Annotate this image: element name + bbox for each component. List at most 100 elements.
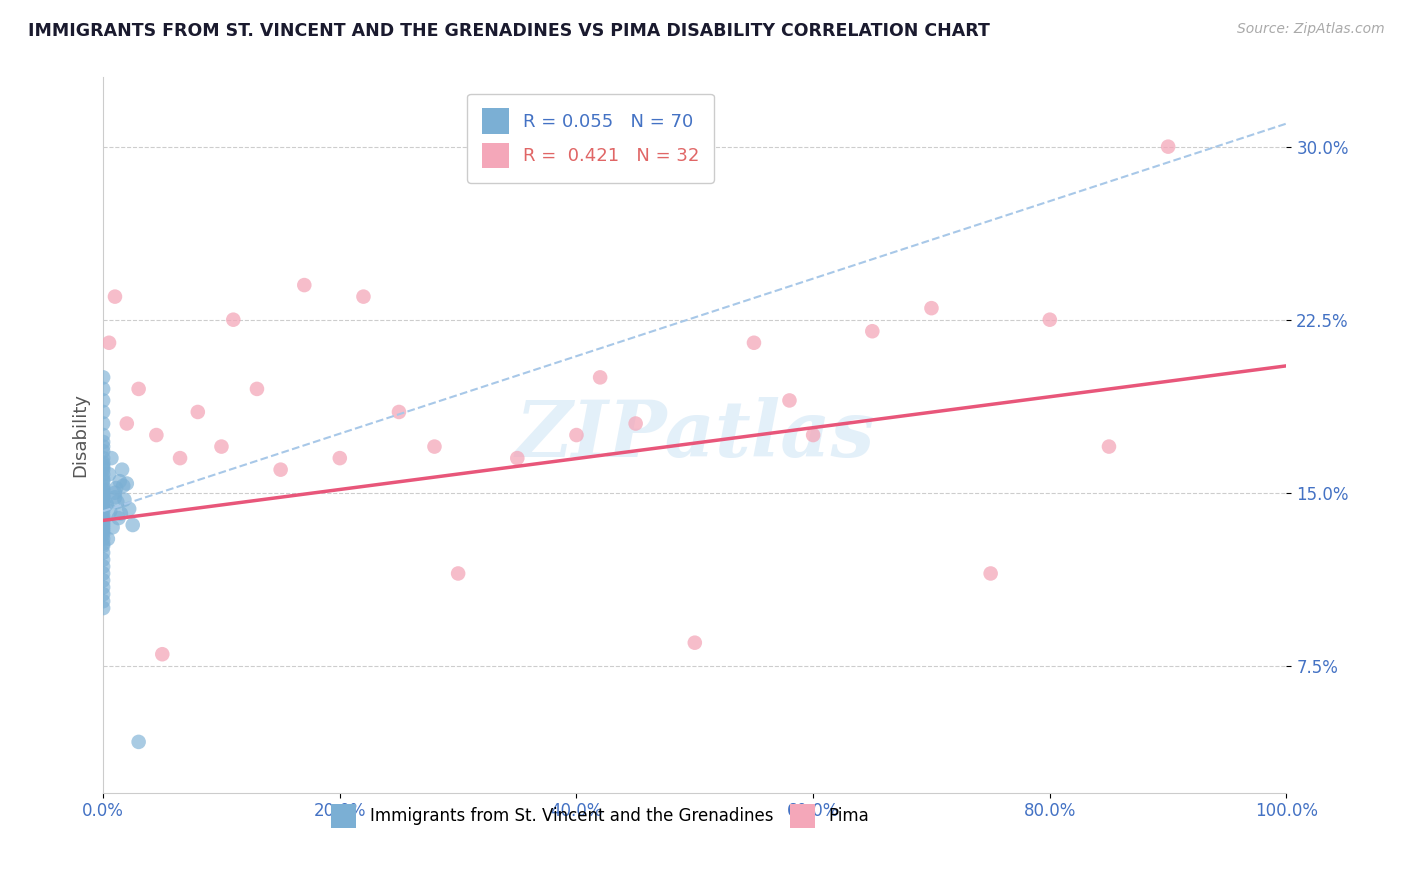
Point <box>91 491 114 505</box>
Point <box>91 516 114 530</box>
Point <box>91 523 114 537</box>
Point <box>91 463 114 477</box>
Point <box>91 532 114 546</box>
Point <box>91 539 114 553</box>
Point <box>1157 139 1180 153</box>
Point <box>108 474 131 488</box>
Point <box>115 476 138 491</box>
Point <box>447 566 470 581</box>
Point <box>91 491 114 505</box>
Point <box>128 735 150 749</box>
Point <box>91 587 114 601</box>
Point <box>91 508 114 523</box>
Point <box>683 636 706 650</box>
Point <box>187 405 209 419</box>
Point <box>104 290 127 304</box>
Point <box>91 524 114 539</box>
Point <box>112 492 135 507</box>
Point <box>91 434 114 449</box>
Point <box>91 451 114 466</box>
Point <box>91 574 114 588</box>
Point <box>91 495 114 509</box>
Point <box>91 513 114 527</box>
Text: ZIPatlas: ZIPatlas <box>515 397 875 474</box>
Point <box>91 479 114 493</box>
Point <box>589 370 612 384</box>
Point <box>110 507 132 521</box>
Point <box>91 546 114 560</box>
Point <box>91 483 114 498</box>
Point <box>91 481 114 495</box>
Point <box>91 456 114 470</box>
Point <box>91 460 114 475</box>
Point <box>270 463 292 477</box>
Point <box>246 382 269 396</box>
Point <box>91 552 114 566</box>
Point <box>107 511 129 525</box>
Point <box>292 278 315 293</box>
Point <box>105 495 128 509</box>
Point <box>91 536 114 550</box>
Point <box>920 301 942 315</box>
Point <box>742 335 765 350</box>
Point <box>388 405 411 419</box>
Point <box>91 458 114 472</box>
Point <box>91 559 114 574</box>
Point <box>98 504 121 518</box>
Point <box>91 488 114 502</box>
Point <box>112 479 135 493</box>
Point <box>91 405 114 419</box>
Point <box>91 440 114 454</box>
Point <box>91 566 114 581</box>
Point <box>91 417 114 431</box>
Point <box>91 474 114 488</box>
Point <box>91 518 114 533</box>
Point <box>91 382 114 396</box>
Point <box>91 393 114 408</box>
Point <box>624 417 647 431</box>
Point <box>91 594 114 608</box>
Point <box>91 501 114 516</box>
Point <box>329 451 352 466</box>
Point <box>211 440 233 454</box>
Text: IMMIGRANTS FROM ST. VINCENT AND THE GRENADINES VS PIMA DISABILITY CORRELATION CH: IMMIGRANTS FROM ST. VINCENT AND THE GREN… <box>28 22 990 40</box>
Point <box>91 504 114 518</box>
Point <box>91 580 114 594</box>
Point <box>91 497 114 511</box>
Point <box>91 428 114 442</box>
Point <box>98 467 121 482</box>
Legend: Immigrants from St. Vincent and the Grenadines, Pima: Immigrants from St. Vincent and the Gren… <box>325 797 876 834</box>
Point <box>860 324 883 338</box>
Point <box>145 428 167 442</box>
Point <box>91 527 114 541</box>
Point <box>91 500 114 514</box>
Point <box>169 451 191 466</box>
Point <box>1098 440 1121 454</box>
Point <box>801 428 824 442</box>
Point <box>506 451 529 466</box>
Point <box>128 382 150 396</box>
Point <box>100 451 122 466</box>
Point <box>91 467 114 482</box>
Point <box>150 647 173 661</box>
Point <box>98 335 121 350</box>
Text: Source: ZipAtlas.com: Source: ZipAtlas.com <box>1237 22 1385 37</box>
Point <box>118 501 141 516</box>
Point <box>121 518 143 533</box>
Point <box>96 497 118 511</box>
Point <box>104 491 127 505</box>
Point <box>91 601 114 615</box>
Point <box>91 485 114 500</box>
Point <box>91 370 114 384</box>
Point <box>104 485 127 500</box>
Point <box>91 444 114 458</box>
Point <box>980 566 1002 581</box>
Point <box>101 520 124 534</box>
Point <box>115 417 138 431</box>
Point <box>353 290 375 304</box>
Y-axis label: Disability: Disability <box>72 393 89 477</box>
Point <box>91 472 114 486</box>
Point <box>97 532 120 546</box>
Point <box>423 440 446 454</box>
Point <box>565 428 588 442</box>
